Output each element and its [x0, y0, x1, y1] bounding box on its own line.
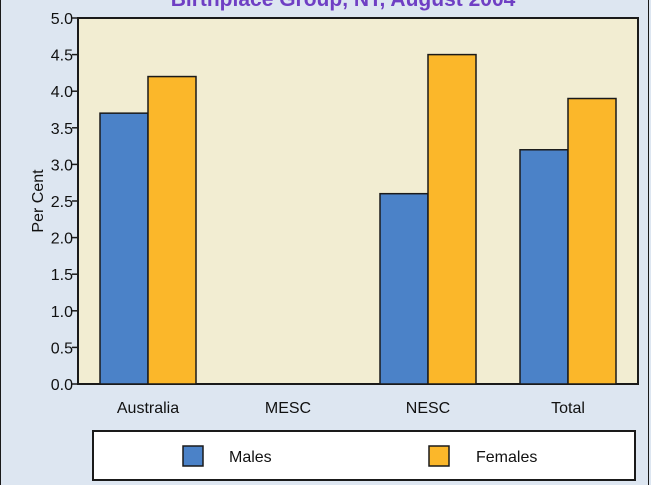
legend-label-females: Females	[476, 449, 537, 466]
x-tick-label: MESC	[265, 400, 311, 417]
y-axis-ticks: 0.0 0.5 1.0 1.5 2.0 2.5 3.0 3.5 4.0 4.5 5.0	[51, 11, 78, 394]
y-tick-label: 1.5	[51, 267, 73, 284]
y-tick-label: 1.0	[51, 304, 73, 321]
y-tick-label: 0.5	[51, 340, 73, 357]
y-tick-label: 4.0	[51, 84, 73, 101]
x-tick-label: Australia	[117, 400, 179, 417]
chart-title: Birthplace Group, NT, August 2004	[171, 0, 516, 11]
y-tick-label: 0.0	[51, 377, 73, 394]
bar-males-total	[519, 149, 569, 385]
legend-label-males: Males	[229, 449, 272, 466]
bar-females-nesc	[427, 53, 477, 385]
y-axis-label: Per Cent	[30, 169, 47, 233]
y-tick-label: 2.0	[51, 231, 73, 248]
bar-females-australia	[147, 75, 197, 385]
bar-males-australia	[99, 112, 149, 385]
y-tick-label: 3.5	[51, 121, 73, 138]
bar-males-nesc	[379, 192, 429, 385]
bar-females-total	[567, 97, 617, 385]
bars	[99, 53, 617, 385]
legend-box	[92, 430, 636, 481]
y-tick-label: 5.0	[51, 11, 73, 28]
y-tick-label: 4.5	[51, 48, 73, 65]
legend: Males Females	[92, 430, 636, 481]
legend-swatch-females	[428, 445, 450, 467]
y-tick-label: 3.0	[51, 157, 73, 174]
legend-swatch-males	[182, 445, 204, 467]
x-tick-label: Total	[551, 400, 585, 417]
x-tick-label: NESC	[406, 400, 450, 417]
y-tick-label: 2.5	[51, 194, 73, 211]
x-axis-labels: Australia MESC NESC Total	[117, 400, 585, 417]
